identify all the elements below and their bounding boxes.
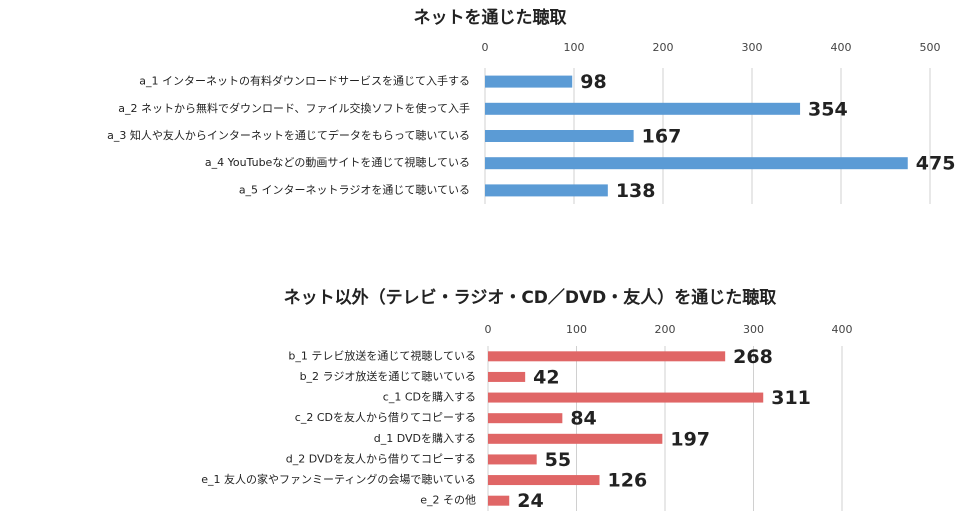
x-tick-label: 300 bbox=[742, 41, 763, 54]
bar bbox=[488, 392, 764, 403]
x-tick-label: 0 bbox=[482, 41, 489, 54]
bar bbox=[485, 130, 634, 142]
bar bbox=[488, 495, 510, 506]
category-label: d_2 DVDを友人から借りてコピーする bbox=[286, 451, 476, 465]
x-tick-label: 0 bbox=[485, 323, 492, 336]
data-label: 42 bbox=[533, 366, 559, 388]
x-tick-label: 100 bbox=[566, 323, 587, 336]
data-label: 197 bbox=[670, 428, 710, 450]
x-tick-label: 100 bbox=[564, 41, 585, 54]
bar bbox=[485, 102, 801, 115]
bar bbox=[488, 351, 726, 362]
data-label: 126 bbox=[608, 470, 648, 492]
data-label: 311 bbox=[771, 387, 811, 409]
bar bbox=[485, 184, 608, 197]
data-label: 98 bbox=[580, 71, 606, 93]
data-label: 475 bbox=[916, 153, 956, 175]
x-tick-label: 500 bbox=[920, 41, 941, 54]
bar bbox=[485, 75, 573, 88]
x-tick-label: 200 bbox=[655, 323, 676, 336]
data-label: 138 bbox=[616, 180, 656, 202]
data-label: 24 bbox=[517, 490, 543, 512]
category-label: a_5 インターネットラジオを通じて聴いている bbox=[239, 183, 470, 196]
bar bbox=[488, 413, 563, 424]
data-label: 167 bbox=[642, 126, 682, 148]
bar bbox=[488, 475, 600, 486]
category-label: a_2 ネットから無料でダウンロード、ファイル交換ソフトを使って入手 bbox=[118, 101, 470, 115]
bar bbox=[488, 454, 537, 465]
bar bbox=[488, 371, 526, 382]
category-label: d_1 DVDを購入する bbox=[374, 431, 476, 445]
x-tick-label: 200 bbox=[653, 41, 674, 54]
x-tick-label: 400 bbox=[832, 323, 853, 336]
data-label: 354 bbox=[808, 98, 848, 120]
x-tick-label: 300 bbox=[743, 323, 764, 336]
chart-title: ネットを通じた聴取 bbox=[414, 8, 567, 28]
data-label: 55 bbox=[545, 449, 571, 471]
category-label: b_2 ラジオ放送を通じて聴いている bbox=[300, 369, 476, 383]
data-label: 268 bbox=[733, 346, 773, 368]
bar bbox=[485, 157, 908, 170]
bar bbox=[488, 433, 663, 444]
category-label: a_4 YouTubeなどの動画サイトを通じて視聴している bbox=[205, 155, 470, 169]
data-label: 84 bbox=[570, 408, 596, 430]
category-label: e_1 友人の家やファンミーティングの会場で聴いている bbox=[201, 472, 476, 486]
category-label: b_1 テレビ放送を通じて視聴している bbox=[288, 348, 476, 362]
category-label: a_3 知人や友人からインターネットを通じてデータをもらって聴いている bbox=[107, 128, 470, 142]
chart-title: ネット以外（テレビ・ラジオ・CD／DVD・友人）を通じた聴取 bbox=[284, 287, 777, 308]
x-tick-label: 400 bbox=[831, 41, 852, 54]
category-label: a_1 インターネットの有料ダウンロードサービスを通じて入手する bbox=[139, 74, 470, 88]
category-label: e_2 その他 bbox=[420, 494, 476, 507]
category-label: c_1 CDを購入する bbox=[383, 390, 476, 404]
category-label: c_2 CDを友人から借りてコピーする bbox=[295, 410, 476, 424]
